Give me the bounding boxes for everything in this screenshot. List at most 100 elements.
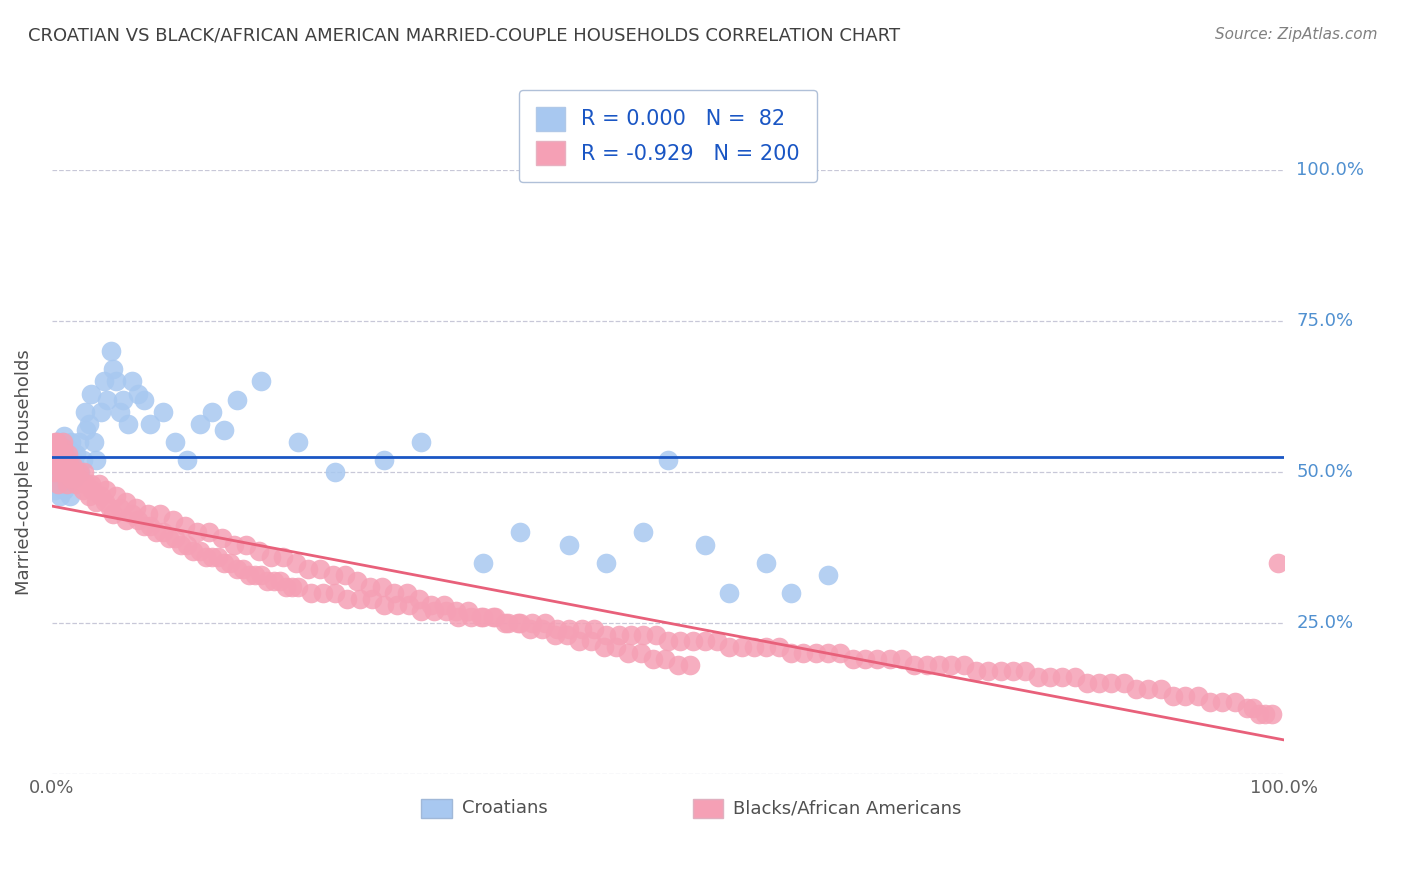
Point — [323, 586, 346, 600]
Point — [48, 471, 70, 485]
Point — [287, 580, 309, 594]
Point — [408, 591, 430, 606]
Point — [641, 652, 664, 666]
Point — [952, 658, 974, 673]
Point — [163, 532, 186, 546]
Point — [1076, 676, 1098, 690]
Point — [496, 615, 519, 630]
Point — [145, 525, 167, 540]
Point — [58, 458, 80, 473]
Point — [398, 598, 420, 612]
Point — [273, 549, 295, 564]
Point — [63, 465, 86, 479]
Point — [75, 423, 97, 437]
Point — [297, 562, 319, 576]
Point — [522, 615, 544, 630]
Point — [100, 344, 122, 359]
Text: Source: ZipAtlas.com: Source: ZipAtlas.com — [1215, 27, 1378, 42]
Point — [46, 477, 69, 491]
Point — [506, 615, 529, 630]
Point — [214, 556, 236, 570]
Point — [1088, 676, 1111, 690]
Point — [82, 483, 104, 498]
Point — [595, 556, 617, 570]
Point — [67, 434, 90, 449]
Point — [73, 465, 96, 479]
Point — [1161, 689, 1184, 703]
Point — [669, 634, 692, 648]
Point — [1039, 670, 1062, 684]
Point — [1211, 694, 1233, 708]
Point — [127, 386, 149, 401]
Point — [225, 392, 247, 407]
Point — [108, 501, 131, 516]
Point — [581, 634, 603, 648]
Point — [1249, 706, 1271, 721]
Point — [157, 532, 180, 546]
Point — [59, 458, 82, 473]
Point — [170, 537, 193, 551]
Point — [72, 453, 94, 467]
Point — [654, 652, 676, 666]
Point — [53, 465, 76, 479]
Point — [45, 434, 67, 449]
Point — [49, 489, 72, 503]
Point — [312, 586, 335, 600]
Point — [682, 634, 704, 648]
Point — [173, 519, 195, 533]
Point — [49, 458, 72, 473]
Point — [804, 646, 827, 660]
Point — [533, 615, 555, 630]
Point — [46, 458, 69, 473]
Point — [1014, 665, 1036, 679]
Text: 50.0%: 50.0% — [1296, 463, 1353, 481]
Point — [731, 640, 754, 655]
Point — [558, 537, 581, 551]
Point — [1199, 694, 1222, 708]
Point — [80, 386, 103, 401]
Point — [582, 622, 605, 636]
Point — [1236, 700, 1258, 714]
Point — [371, 580, 394, 594]
Point — [44, 465, 66, 479]
Point — [48, 453, 70, 467]
Point — [45, 465, 67, 479]
Point — [472, 556, 495, 570]
Point — [274, 580, 297, 594]
Point — [235, 537, 257, 551]
Point — [83, 434, 105, 449]
Point — [1001, 665, 1024, 679]
Point — [1125, 682, 1147, 697]
Point — [879, 652, 901, 666]
Point — [679, 658, 702, 673]
Point — [411, 604, 433, 618]
Point — [67, 465, 90, 479]
Point — [96, 392, 118, 407]
Point — [644, 628, 666, 642]
Point — [1101, 676, 1123, 690]
Point — [72, 483, 94, 498]
Point — [44, 453, 66, 467]
Point — [1223, 694, 1246, 708]
Point — [51, 434, 73, 449]
Point — [247, 543, 270, 558]
Point — [420, 598, 443, 612]
Point — [51, 453, 73, 467]
Point — [103, 362, 125, 376]
Point — [792, 646, 814, 660]
Point — [780, 646, 803, 660]
Point — [571, 622, 593, 636]
Point — [104, 489, 127, 503]
Point — [65, 477, 87, 491]
Point — [595, 628, 617, 642]
Point — [84, 495, 107, 509]
Point — [433, 598, 456, 612]
Point — [830, 646, 852, 660]
Point — [928, 658, 950, 673]
Point — [186, 525, 208, 540]
Point — [250, 375, 273, 389]
Point — [617, 646, 640, 660]
Point — [49, 447, 72, 461]
Point — [207, 549, 229, 564]
Point — [250, 567, 273, 582]
